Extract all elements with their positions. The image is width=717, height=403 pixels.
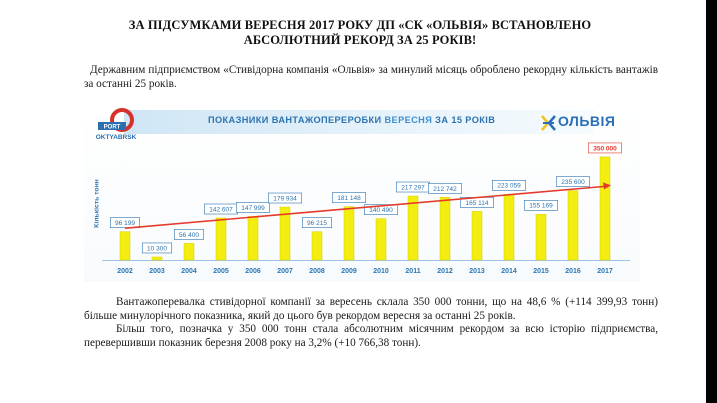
bar-2006	[247, 216, 259, 261]
title-line-1: ЗА ПІДСУМКАМИ ВЕРЕСНЯ 2017 РОКУ ДП «СК «…	[128, 18, 592, 32]
paragraph-intro: Державним підприємством «Стивідорна комп…	[84, 64, 658, 90]
x-tick-2004: 2004	[181, 268, 197, 275]
document-title: ЗА ПІДСУМКАМИ ВЕРЕСНЯ 2017 РОКУ ДП «СК «…	[60, 18, 660, 48]
x-tick-2017: 2017	[597, 268, 613, 275]
bar-2017	[599, 156, 611, 261]
chart-title-highlight: ВЕРЕСНЯ	[384, 115, 433, 125]
data-label-box-2008	[302, 217, 333, 228]
chart-title-prefix: ПОКАЗНИКИ ВАНТАЖОПЕРЕРОБКИ	[208, 115, 385, 125]
trend-line	[124, 185, 606, 229]
data-label-box-2004	[174, 229, 205, 240]
x-tick-2005: 2005	[213, 268, 229, 275]
data-label-box-2012	[428, 183, 462, 194]
x-tick-2012: 2012	[437, 268, 453, 275]
bar-2012	[439, 197, 451, 261]
x-tick-2008: 2008	[309, 268, 325, 275]
chart-infographic: ПОКАЗНИКИ ВАНТАЖОПЕРЕРОБКИ ВЕРЕСНЯ ЗА 15…	[84, 104, 640, 282]
data-label-2006: 147 999	[241, 205, 265, 212]
data-label-box-2003	[141, 242, 172, 254]
data-label-box-2007	[268, 192, 302, 204]
paragraph-september-result: Вантажоперевалка стивідорної компанії за…	[84, 296, 658, 322]
data-label-2015: 155 169	[529, 203, 553, 210]
bar-2008	[311, 231, 323, 261]
data-label-2011: 217 297	[401, 184, 425, 191]
bar-2015	[535, 214, 547, 261]
data-label-2002: 96 199	[115, 220, 135, 227]
data-label-box-2006	[236, 202, 270, 213]
trend-arrow-icon	[603, 182, 611, 190]
data-label-2013: 165 114	[465, 200, 488, 207]
x-tick-2013: 2013	[469, 268, 485, 275]
x-tick-2016: 2016	[565, 268, 581, 275]
x-tick-2002: 2002	[117, 268, 133, 275]
x-tick-2003: 2003	[149, 268, 165, 275]
title-line-2: АБСОЛЮТНИЙ РЕКОРД ЗА 25 РОКІВ!	[243, 33, 477, 47]
data-label-box-2017	[588, 142, 622, 154]
data-label-2004: 56 400	[179, 232, 199, 239]
data-label-box-2015	[524, 200, 558, 211]
olviya-logo-text: ОЛЬВІЯ	[558, 113, 616, 129]
x-tick-2009: 2009	[341, 268, 357, 275]
bar-2002	[119, 231, 131, 261]
x-tick-2006: 2006	[245, 268, 261, 275]
screen-edge	[706, 0, 717, 403]
bar-2003	[151, 256, 163, 261]
data-label-box-2010	[364, 204, 398, 215]
data-label-2012: 212 742	[433, 186, 457, 193]
port-logo-top-text: PORT	[104, 125, 121, 131]
bar-2011	[407, 195, 419, 261]
chart-title-suffix: ЗА 15 РОКІВ	[432, 115, 496, 125]
bar-2009	[343, 206, 355, 261]
bar-2013	[471, 211, 483, 261]
x-tick-2015: 2015	[533, 268, 549, 275]
data-label-2014: 223 059	[497, 183, 521, 190]
x-tick-2014: 2014	[501, 268, 517, 275]
data-label-2009: 181 148	[337, 195, 361, 202]
bar-2004	[183, 243, 195, 261]
data-label-2016: 235 600	[561, 179, 585, 186]
chart-banner	[124, 110, 594, 134]
port-logo-bottom-text: OKTYABRSK	[96, 134, 137, 141]
data-label-2003: 10 300	[147, 245, 167, 252]
data-label-2010: 140 490	[369, 207, 393, 214]
data-label-2007: 179 934	[273, 195, 297, 202]
port-oktyabrsk-logo: PORT OKTYABRSK	[96, 108, 137, 141]
bar-2010	[375, 218, 387, 261]
data-label-box-2016	[556, 176, 590, 187]
bar-2016	[567, 190, 579, 261]
data-label-box-2014	[492, 180, 526, 191]
bar-2005	[215, 217, 227, 261]
data-label-box-2009	[332, 192, 366, 203]
bar-2007	[279, 206, 291, 261]
x-tick-2010: 2010	[373, 268, 389, 275]
x-tick-2011: 2011	[405, 268, 420, 275]
data-label-2017: 350 000	[593, 145, 617, 152]
bar-2014	[503, 194, 515, 261]
olviya-logo-icon	[541, 115, 556, 131]
bar-chart-plot: 96 199 2002 10 300 2003 56 400 2004 142 607 200…	[102, 142, 630, 275]
data-label-2005: 142 607	[209, 206, 233, 213]
x-tick-2007: 2007	[277, 268, 293, 275]
chart-title: ПОКАЗНИКИ ВАНТАЖОПЕРЕРОБКИ ВЕРЕСНЯ ЗА 15…	[208, 115, 495, 125]
data-label-2008: 96 215	[307, 220, 327, 227]
paragraph-absolute-record: Більш того, позначка у 350 000 тонн стал…	[84, 323, 658, 349]
